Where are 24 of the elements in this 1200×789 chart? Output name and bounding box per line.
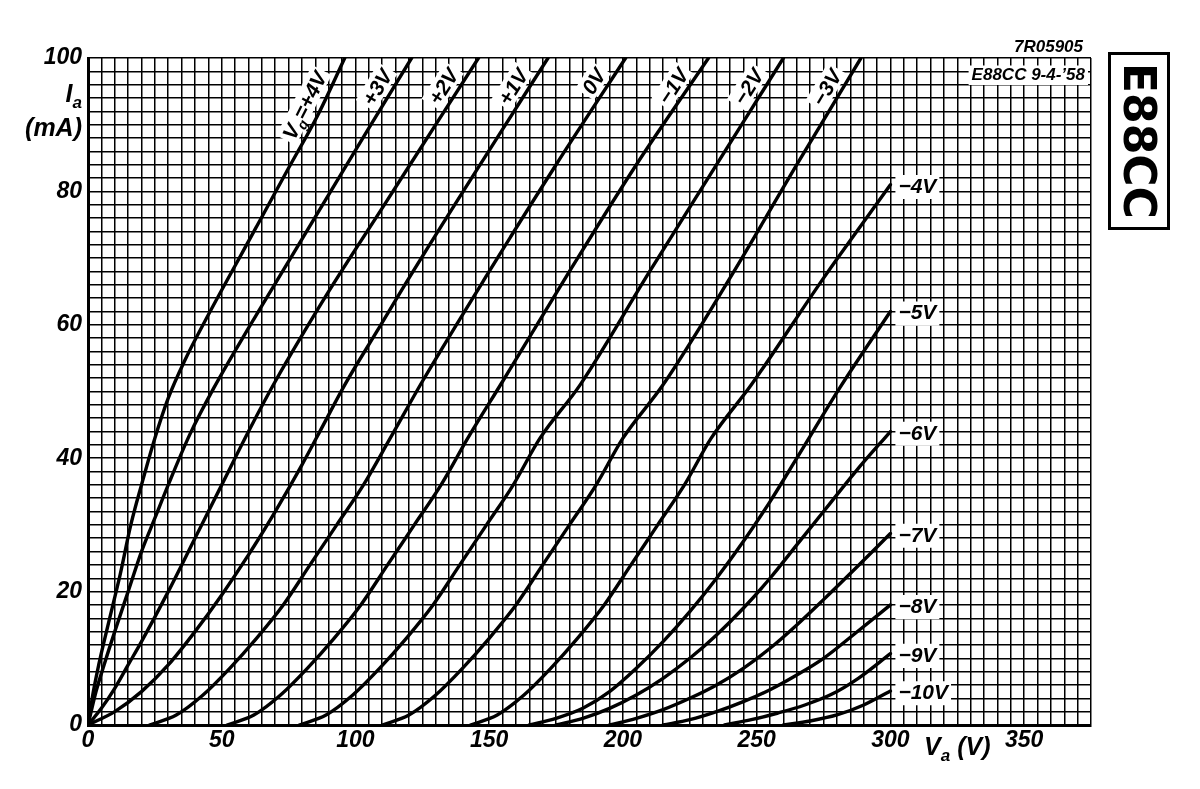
y-tick-label: 60 (56, 310, 83, 337)
y-tick-label: 100 (43, 43, 83, 70)
text: 7R05905 (1014, 37, 1084, 56)
y-tick-label: 40 (55, 443, 83, 470)
series-label: −7V (898, 522, 939, 546)
series-label: −5V (898, 300, 939, 324)
series-label: −10V (898, 679, 951, 703)
x-tick-label: 100 (336, 726, 375, 753)
x-tick-label: 50 (208, 726, 235, 753)
series-label: −4V (898, 173, 939, 197)
text: 0V (576, 62, 612, 99)
y-tick-label: 80 (56, 176, 83, 203)
annotation: E88CC 9-4-’58 (971, 65, 1086, 84)
series-label: −6V (898, 420, 939, 444)
x-tick-label: 350 (1004, 726, 1044, 753)
series-label: −9V (898, 642, 939, 666)
y-tick-label: 20 (55, 576, 83, 603)
series-label: −8V (898, 593, 939, 617)
text: E88CC (1108, 52, 1170, 230)
x-tick-label: 300 (871, 726, 910, 753)
text: Vg=+4V (277, 65, 333, 143)
x-tick-label: 200 (602, 726, 643, 753)
x-tick-label: 150 (470, 726, 509, 753)
x-tick-label: 250 (736, 726, 777, 753)
